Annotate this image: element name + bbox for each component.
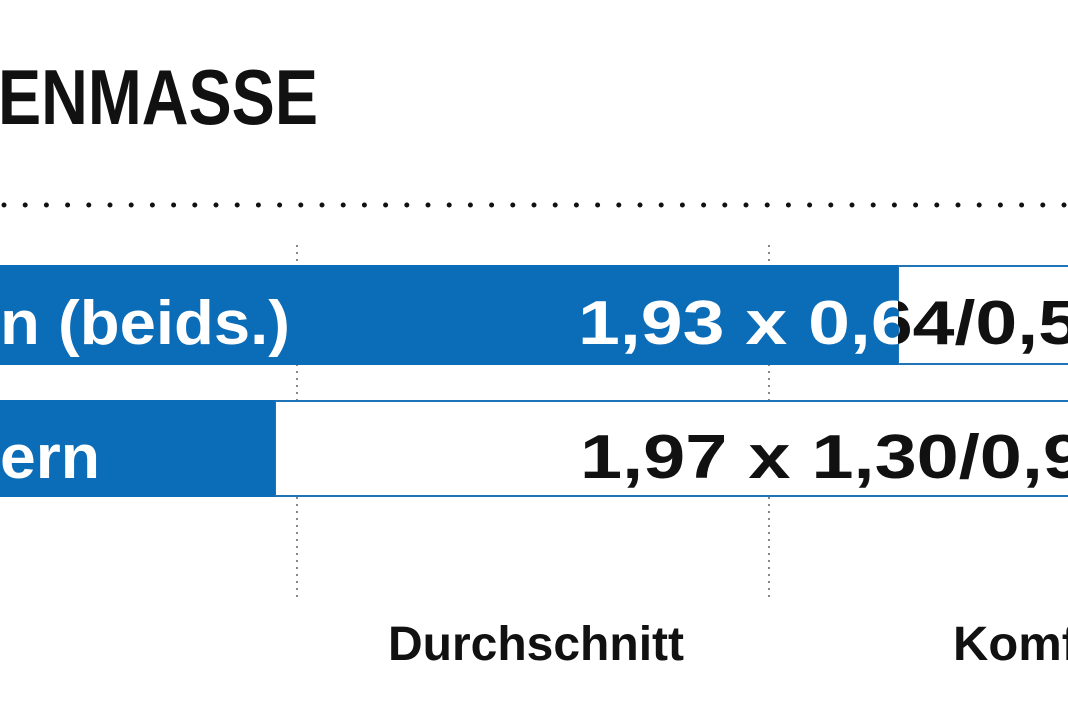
column-label: Komf — [953, 618, 1068, 671]
row-box — [897, 265, 1068, 365]
row-bar — [0, 265, 898, 365]
row-value: 1,93 x 0,64/0,5 — [578, 289, 1068, 358]
row-box — [274, 400, 1068, 497]
row-bar — [0, 400, 275, 497]
row-label: ern — [0, 423, 100, 492]
row-label: n (beids.) — [0, 289, 290, 358]
row-value: 1,93 x 0,64/0,5 — [578, 289, 1068, 358]
row-value: 1,97 x 1,30/0,9 — [580, 423, 1068, 492]
title: ENMASSE — [0, 53, 318, 141]
column-label: Durchschnitt — [388, 618, 684, 671]
